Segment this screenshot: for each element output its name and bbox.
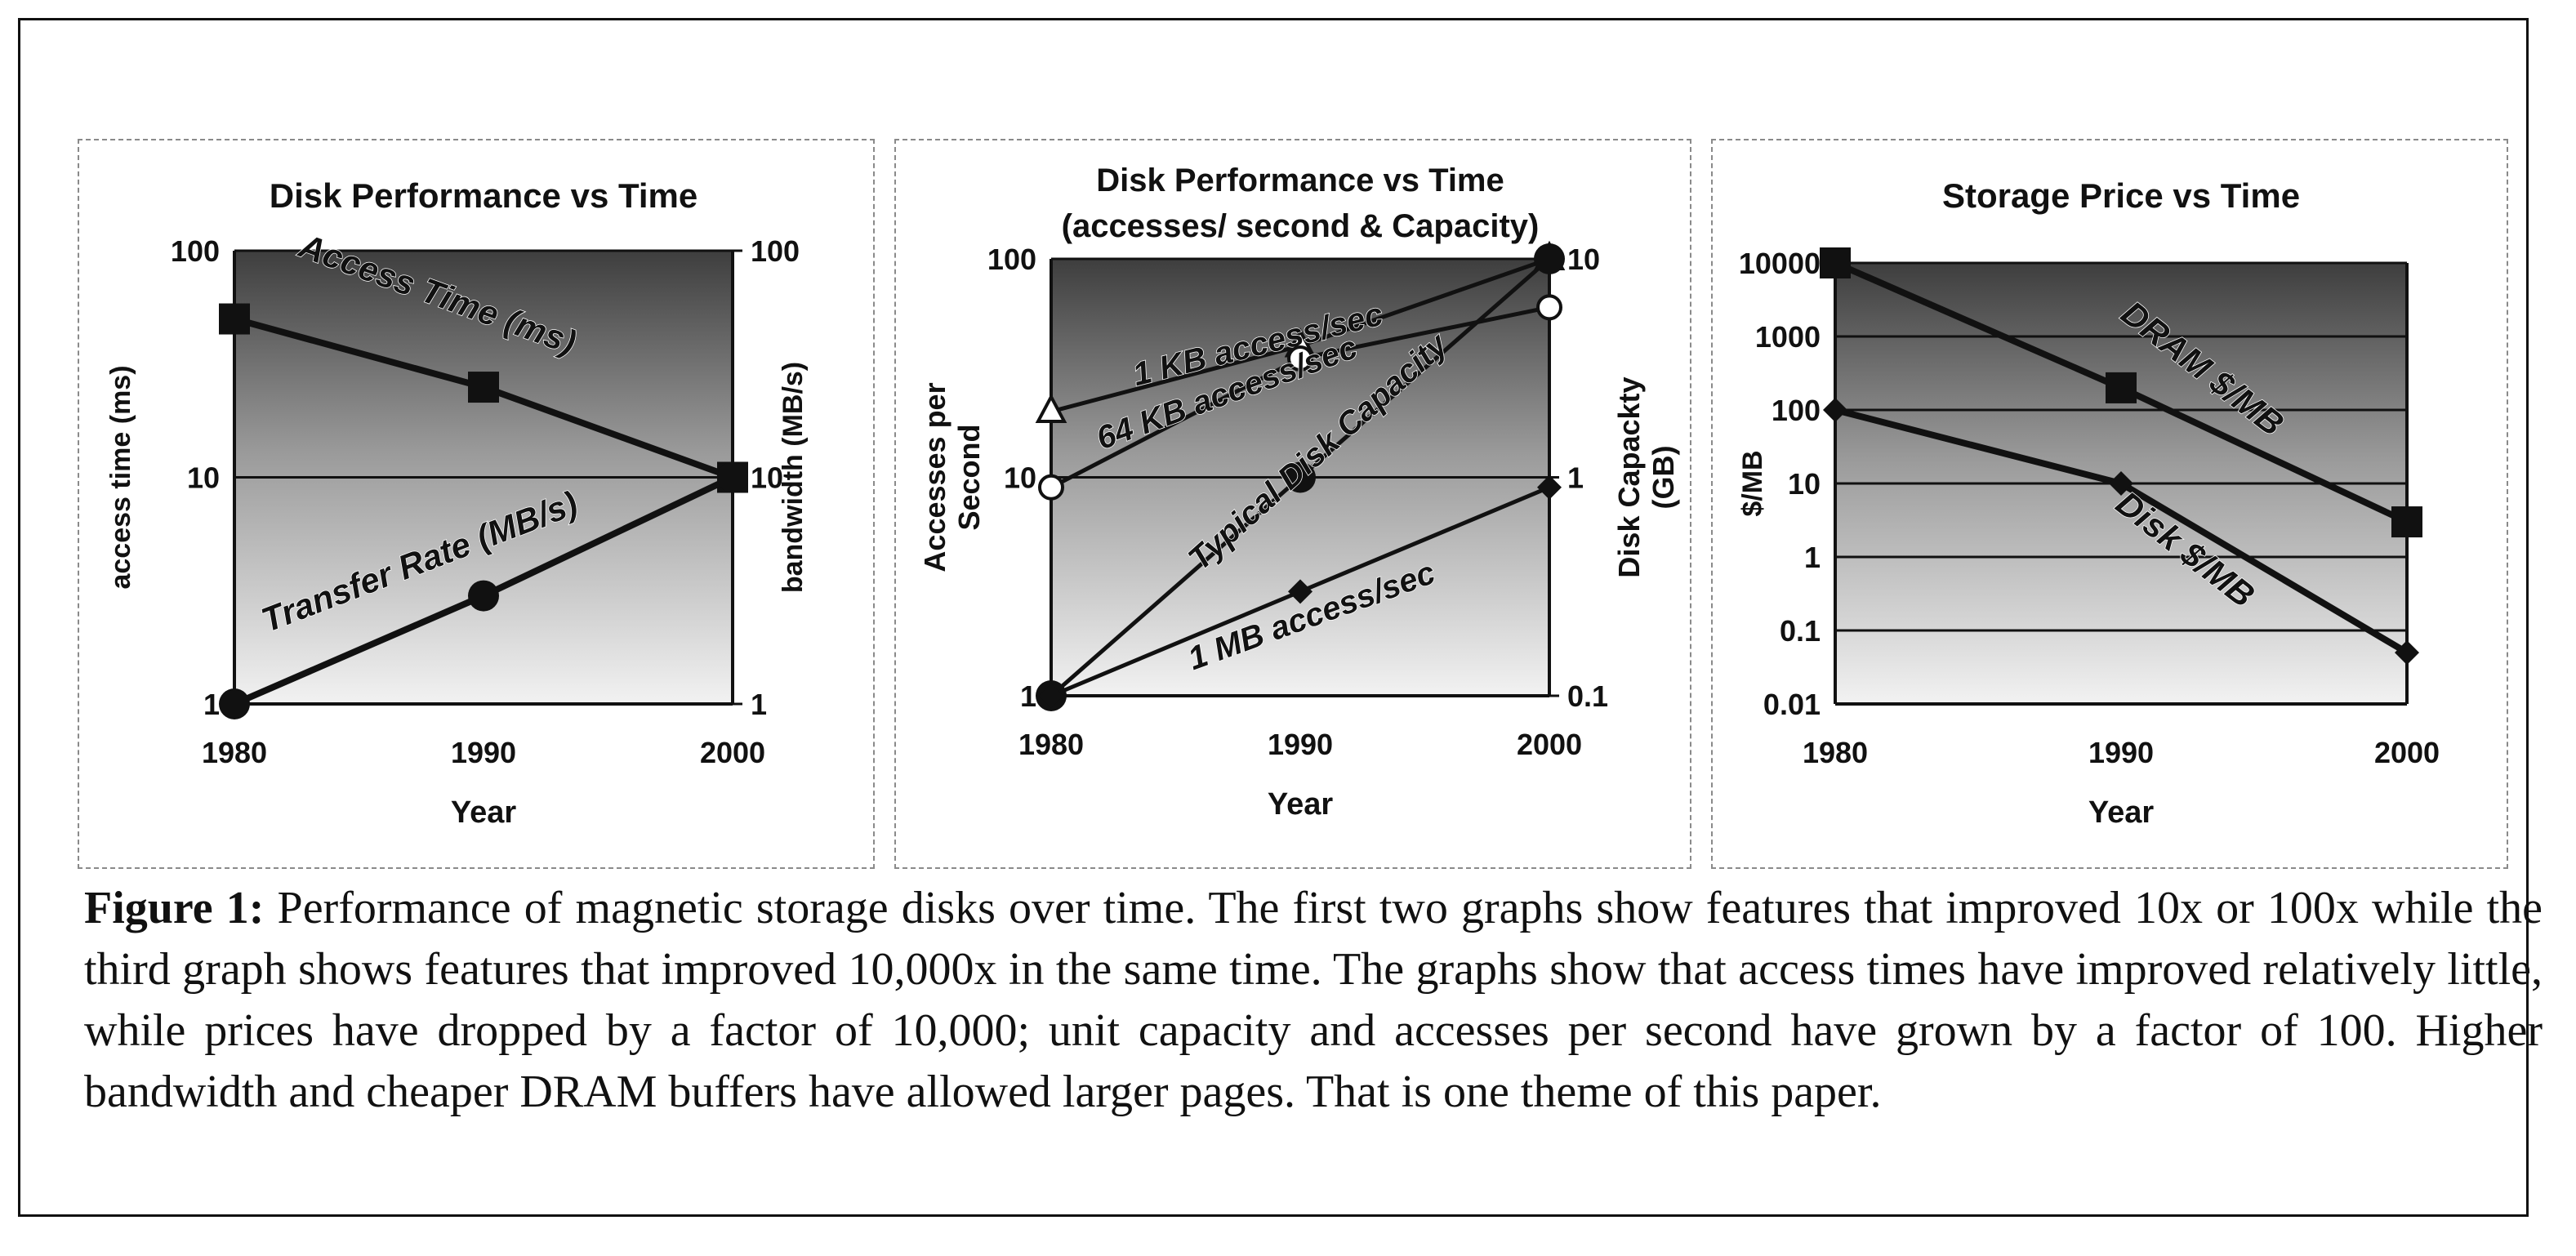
chart-svg: 0.01 0.1 1 10 100 1000 10000 1980 1990 2000 Year St… (1737, 176, 2440, 830)
y-tick-label: 1 (1020, 679, 1036, 713)
chart-title: Storage Price vs Time (1942, 176, 2300, 215)
data-point (2391, 506, 2422, 538)
x-tick-label: 2000 (2374, 736, 2440, 769)
x-tick-label: 1980 (1803, 736, 1868, 769)
y2-tick-label: 100 (751, 234, 800, 268)
y-tick-label: 10000 (1739, 247, 1821, 280)
x-tick-label: 1990 (1268, 728, 1333, 761)
data-point (1287, 345, 1313, 372)
y-tick-label: 1000 (1755, 320, 1821, 354)
x-tick-label: 1990 (451, 736, 516, 769)
y-tick-label: 100 (987, 243, 1036, 276)
data-point (1038, 474, 1064, 501)
x-tick-label: 2000 (1517, 728, 1582, 761)
data-point (1537, 474, 1562, 500)
data-point (1035, 393, 1067, 423)
y2-tick-label: 1 (751, 688, 767, 721)
data-point (1820, 247, 1851, 278)
y-tick-label: 10 (1788, 467, 1821, 501)
y-tick-label: 1 (1804, 541, 1821, 574)
data-point (717, 461, 748, 493)
y2-axis-title: bandwidth (MB/s) (778, 362, 809, 593)
data-point (2109, 471, 2133, 496)
y2-axis-title: Disk Capackty(GB) (1612, 376, 1680, 577)
caption-label: Figure 1: (84, 883, 265, 933)
chart-svg: 1 10 100 0.1 1 10 1980 1990 2000 Year Disk Perform… (918, 163, 1680, 822)
chart-disk-accesses-capacity: 1 10 100 0.1 1 10 1980 1990 2000 Year Disk Perform… (894, 139, 1691, 869)
x-axis-title: Year (1268, 787, 1334, 822)
chart-title: Disk Performance vs Time (1096, 163, 1504, 198)
x-tick-label: 1990 (2088, 736, 2154, 769)
y2-tick-label: 1 (1567, 461, 1584, 495)
data-point (1534, 243, 1565, 274)
y-tick-label: 10 (1004, 461, 1036, 495)
y2-tick-label: 10 (751, 461, 783, 495)
y2-tick-label: 10 (1567, 243, 1600, 276)
y2-tick-label: 0.1 (1567, 679, 1608, 713)
caption-text: Performance of magnetic storage disks ov… (84, 883, 2543, 1117)
data-point (2106, 372, 2137, 403)
y-axis-title: $/MB (1737, 450, 1768, 516)
y-axis-title: Accesses perSecond (918, 382, 986, 572)
x-tick-label: 1980 (202, 736, 267, 769)
x-axis-title: Year (451, 795, 517, 830)
chart-disk-performance: 1 10 100 1 10 100 1980 1990 2000 Year Disk Perform… (78, 139, 875, 869)
y-tick-label: 0.1 (1780, 614, 1821, 648)
y-tick-label: 100 (171, 234, 220, 268)
figure-frame: 1 10 100 1 10 100 1980 1990 2000 Year Disk Perform… (18, 18, 2543, 1217)
y-tick-label: 0.01 (1763, 688, 1821, 721)
data-point (2395, 640, 2419, 666)
x-tick-label: 2000 (700, 736, 765, 769)
y-axis-title: access time (ms) (105, 365, 136, 589)
chart-subtitle: (accesses/ second & Capacity) (1062, 208, 1540, 244)
data-point (1285, 461, 1316, 493)
data-point (219, 303, 250, 335)
data-point (219, 688, 250, 719)
y-tick-label: 1 (203, 688, 220, 721)
data-point (1536, 294, 1562, 321)
chart-storage-price: 0.01 0.1 1 10 100 1000 10000 1980 1990 2000 Year St… (1711, 139, 2508, 869)
x-tick-label: 1980 (1018, 728, 1084, 761)
data-point (1823, 398, 1847, 422)
data-point (1288, 579, 1313, 604)
data-point (468, 580, 499, 612)
data-point (1039, 684, 1063, 708)
y-tick-label: 100 (1772, 394, 1821, 427)
data-point (468, 372, 499, 403)
y-tick-label: 10 (187, 461, 220, 495)
figure-caption: Figure 1: Performance of magnetic storag… (84, 878, 2543, 1123)
chart-svg: 1 10 100 1 10 100 1980 1990 2000 Year Disk Perform… (105, 176, 809, 830)
x-axis-title: Year (2088, 795, 2155, 830)
chart-title: Disk Performance vs Time (270, 176, 698, 215)
